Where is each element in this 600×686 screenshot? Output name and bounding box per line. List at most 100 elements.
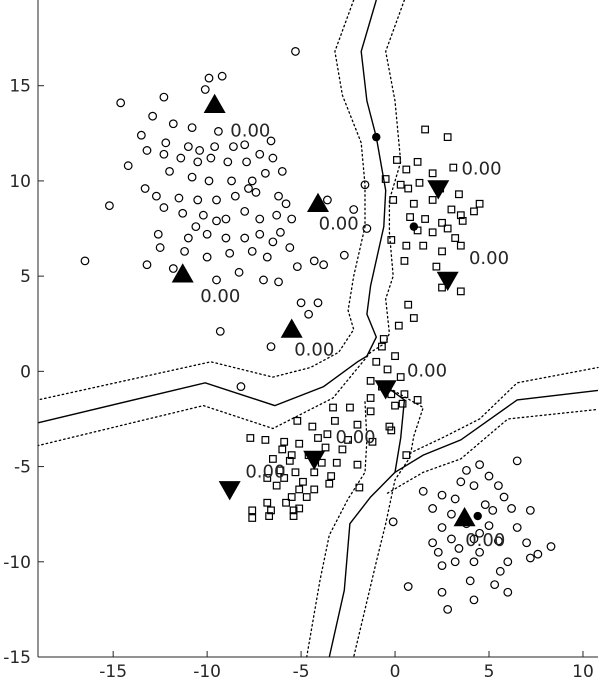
circle-point — [80, 256, 90, 266]
square-point — [366, 394, 375, 402]
square-point — [455, 190, 463, 199]
circle-point — [304, 309, 314, 319]
circle-point — [522, 538, 531, 548]
circle-point — [495, 566, 505, 576]
square-point — [475, 199, 484, 208]
square-point — [458, 217, 467, 225]
y-tick-label: -10 — [3, 553, 31, 573]
circle-point — [168, 264, 178, 273]
circle-point — [475, 460, 485, 470]
circle-point — [277, 166, 287, 176]
circle-point — [221, 214, 231, 224]
contour-level-label: 0.00 — [407, 360, 447, 381]
square-point — [402, 165, 411, 174]
square-point — [400, 256, 409, 265]
square-point — [409, 314, 418, 322]
circle-point — [503, 557, 513, 567]
circle-point — [247, 246, 257, 256]
square-point — [404, 184, 413, 193]
square-point — [325, 479, 334, 488]
square-point — [344, 436, 352, 444]
circle-point — [204, 176, 214, 186]
circle-point — [469, 534, 479, 544]
contour-level-label: 0.00 — [469, 248, 509, 269]
circle-point — [212, 216, 221, 226]
circle-point — [266, 342, 276, 351]
circle-point — [418, 486, 428, 496]
circle-point — [388, 517, 398, 527]
square-point — [406, 213, 414, 221]
circle-point — [281, 199, 291, 209]
square-point — [409, 199, 418, 208]
axes: -15 -10 -5 0 5 10 -15 -10 -5 0 5 10 15 — [3, 0, 598, 682]
contour-level-label: 0.00 — [294, 339, 334, 360]
square-point — [295, 439, 304, 448]
square-point — [248, 506, 257, 515]
square-point — [393, 156, 401, 164]
square-point — [280, 474, 289, 482]
square-point — [289, 512, 298, 520]
square-point — [379, 335, 388, 343]
square-point — [413, 157, 422, 166]
circle-point — [140, 184, 150, 193]
square-point — [438, 218, 446, 227]
triangle-up-marker — [203, 93, 226, 113]
circle-point — [450, 494, 460, 504]
x-tick-label: 5 — [484, 662, 495, 682]
circle-point — [155, 243, 165, 252]
contour-level-label: 0.00 — [245, 461, 285, 482]
square-point — [321, 443, 330, 452]
square-point — [285, 456, 294, 465]
circle-point — [240, 233, 250, 243]
margin-line-dotted — [386, 408, 599, 494]
square-point — [391, 401, 399, 410]
decision-boundary-line — [37, 0, 387, 424]
circle-point — [322, 195, 332, 205]
triangle-down-marker — [218, 481, 241, 501]
circle-point — [142, 260, 152, 270]
circle-point — [274, 277, 283, 287]
square-point — [295, 485, 304, 494]
circle-point — [202, 252, 212, 262]
square-point — [402, 451, 411, 460]
circle-point — [229, 142, 238, 152]
square-point — [317, 458, 326, 467]
square-point — [456, 241, 465, 250]
circle-point — [206, 153, 216, 163]
circle-point — [272, 210, 282, 220]
triangle-up-marker — [171, 263, 194, 283]
circle-point — [247, 176, 257, 186]
triangle-down-marker — [436, 271, 459, 291]
filled-dot-point — [372, 132, 381, 142]
circle-point — [291, 47, 300, 56]
circle-point — [507, 504, 516, 513]
square-point — [327, 472, 336, 480]
triangle-up-marker — [453, 506, 476, 527]
circle-point — [236, 382, 246, 391]
contour-lines — [37, 0, 599, 658]
circle-point — [242, 157, 251, 167]
circle-point — [512, 523, 522, 532]
square-point — [387, 426, 396, 435]
contour-labels: 0.00 0.00 0.00 0.00 0.00 0.00 0.00 0.00 0.00 0.00 — [200, 120, 509, 550]
square-point — [402, 241, 411, 250]
square-point — [383, 365, 392, 374]
square-point — [396, 373, 405, 381]
circle-point — [251, 187, 261, 197]
margin-line-dotted — [37, 0, 406, 447]
square-point — [404, 300, 413, 309]
circle-point — [488, 505, 498, 515]
circle-point — [456, 477, 466, 487]
circle-point — [180, 246, 189, 256]
circle-point — [437, 523, 447, 532]
y-tick-label: 10 — [9, 172, 31, 192]
circle-point — [225, 248, 235, 258]
circle-point — [287, 214, 297, 224]
square-point — [287, 451, 296, 460]
square-point — [280, 437, 289, 446]
circle-point — [437, 561, 447, 570]
square-point — [248, 514, 257, 522]
circle-point — [200, 85, 210, 94]
circle-point — [276, 227, 285, 237]
